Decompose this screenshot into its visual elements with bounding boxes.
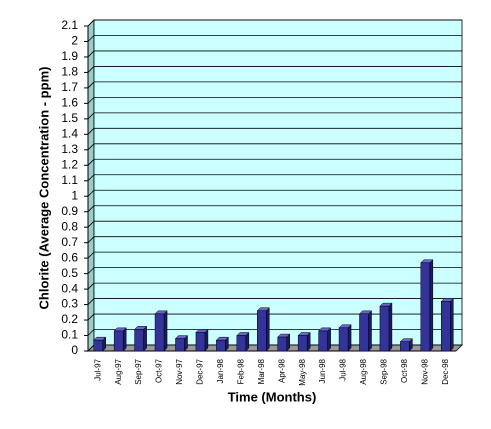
x-tick-label: Oct-98	[400, 358, 409, 383]
grid-line	[87, 313, 95, 321]
bar-side	[368, 310, 372, 352]
grid-line	[87, 220, 95, 228]
y-tick-label: 1.9	[61, 49, 78, 63]
y-tick-label: 1.6	[61, 96, 78, 110]
bar	[257, 310, 267, 352]
y-tick-label: 0.7	[61, 235, 78, 249]
x-tick-label: Mar-98	[257, 358, 266, 384]
bar-side	[122, 327, 127, 352]
x-tick-label: Feb-98	[236, 358, 245, 384]
x-tick-label: Dec-97	[196, 358, 205, 384]
x-tick-label: Nov-97	[175, 358, 184, 384]
bar	[400, 341, 410, 352]
bar-side	[327, 327, 331, 352]
back-wall	[93, 19, 463, 346]
bar	[441, 301, 451, 352]
bar-side	[450, 297, 454, 352]
grid-line	[87, 66, 95, 73]
y-tick-label: 0.5	[61, 266, 78, 280]
bar	[420, 262, 431, 352]
bar	[379, 305, 390, 352]
y-tick-label: 0.6	[61, 250, 78, 264]
y-tick-label: 0.2	[61, 312, 78, 326]
y-tick-label: 1.1	[61, 173, 78, 187]
grid-line	[87, 236, 95, 243]
x-tick-label: Jan-98	[216, 358, 225, 383]
grid-line	[87, 329, 95, 336]
bar	[277, 336, 287, 352]
y-tick-label: 0.4	[61, 281, 78, 295]
y-tick-label: 1.4	[61, 127, 78, 141]
grid-line	[87, 298, 95, 305]
y-tick-label: 1.5	[61, 111, 78, 125]
bar	[175, 338, 185, 352]
bar-side	[266, 307, 270, 352]
bar	[195, 332, 206, 352]
bar-side	[204, 328, 209, 352]
y-tick-label: 1.2	[61, 157, 78, 171]
grid-line	[87, 159, 95, 166]
y-tick-label: 0	[71, 343, 78, 357]
grid-line	[87, 19, 95, 27]
bar-side	[163, 310, 168, 352]
bar	[93, 339, 103, 352]
grid-line	[87, 267, 95, 274]
x-tick-label: Nov-98	[420, 358, 429, 384]
y-tick-label: 0.3	[61, 297, 78, 311]
x-tick-label: Oct-97	[155, 358, 164, 383]
x-tick-label: Aug-97	[114, 358, 123, 384]
x-tick-label: May-98	[298, 358, 307, 385]
bar	[134, 329, 144, 352]
y-tick-label: 1.8	[61, 65, 78, 79]
bar	[297, 335, 308, 352]
y-tick-label: 1.7	[61, 80, 78, 94]
x-tick-label: Apr-98	[277, 358, 286, 383]
y-tick-label: 2.1	[61, 18, 78, 32]
x-tick-label: Jul-98	[339, 358, 348, 380]
bar-side	[143, 325, 147, 352]
bar	[359, 313, 369, 352]
y-tick-label: 0.1	[61, 328, 78, 342]
x-tick-label: Jun-98	[318, 358, 327, 383]
y-tick-label: 0.8	[61, 219, 78, 233]
x-tick-label: Dec-98	[441, 358, 450, 384]
x-tick-label: Sep-97	[134, 358, 143, 384]
bar	[113, 330, 124, 352]
y-tick-label: 2	[71, 34, 78, 48]
grid-line	[87, 50, 95, 58]
grid-line	[87, 35, 95, 42]
grid-line	[87, 112, 95, 120]
grid-line	[87, 282, 95, 290]
y-tick-label: 1.3	[61, 142, 78, 156]
y-tick-label: 0.9	[61, 204, 78, 218]
x-tick-label: Jul-97	[93, 358, 102, 380]
grid-line	[87, 143, 95, 151]
grid-line	[87, 205, 95, 212]
x-axis-title: Time (Months)	[228, 389, 317, 404]
grid-line	[87, 174, 95, 182]
bar	[236, 335, 247, 352]
bar-side	[429, 259, 434, 352]
bar	[318, 330, 328, 352]
grid-line	[87, 251, 95, 259]
grid-line	[87, 128, 95, 135]
y-axis-title: Chlorite (Average Concentration - ppm)	[36, 67, 51, 310]
x-tick-label: Aug-98	[359, 358, 368, 384]
bar-side	[347, 324, 352, 352]
grid-line	[87, 344, 95, 352]
grid-line	[87, 97, 95, 104]
bar	[216, 339, 226, 352]
bar	[154, 313, 165, 352]
grid-line	[87, 81, 95, 89]
bar	[338, 327, 349, 352]
y-tick-label: 1	[71, 188, 78, 202]
x-tick-label: Sep-98	[380, 358, 389, 384]
bar-side	[388, 302, 393, 352]
grid-line	[87, 189, 95, 197]
